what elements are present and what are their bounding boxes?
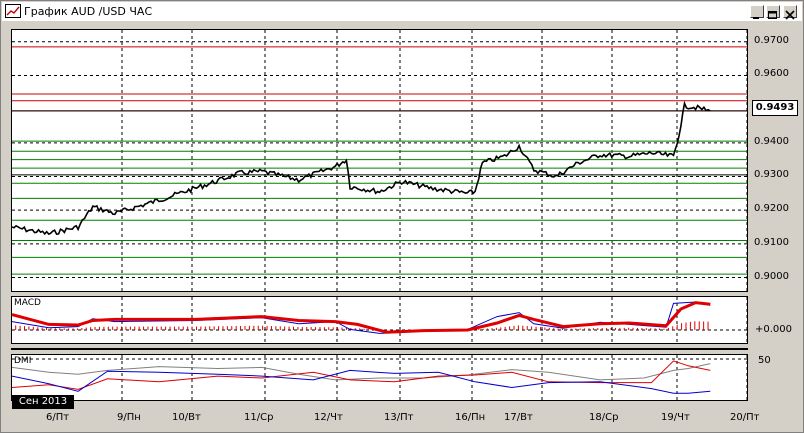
price-series — [11, 100, 711, 236]
price-chart-canvas — [11, 30, 748, 291]
time-tick-label: 11/Ср — [244, 412, 274, 423]
dmi-panel[interactable] — [11, 354, 748, 401]
macd-signal-line — [11, 301, 711, 334]
dmi-axis-label: 50 — [758, 355, 771, 366]
macd-canvas — [11, 297, 748, 343]
time-tick-label: 6/Пт — [46, 412, 70, 423]
price-tick-label: 0.9700 — [754, 34, 789, 46]
price-tick-label: 0.9100 — [754, 236, 789, 248]
price-tick-label: 0.9400 — [754, 135, 789, 147]
time-tick-label: 9/Пн — [117, 412, 141, 423]
window-title: График AUD /USD ЧАС — [24, 5, 153, 18]
dmi-plus-line — [11, 369, 711, 394]
date-badge: Сен 2013 — [12, 395, 74, 409]
current-price-label: 0.9493 — [752, 100, 798, 116]
dmi-label: DMI — [14, 356, 32, 366]
price-chart[interactable] — [11, 29, 748, 292]
maximize-icon — [768, 11, 777, 19]
time-tick-label: 12/Чт — [314, 412, 343, 423]
dmi-minus-line — [11, 360, 711, 390]
time-tick-label: 20/Пт — [730, 412, 760, 423]
adx-line — [11, 363, 711, 381]
close-button[interactable] — [783, 5, 797, 20]
price-tick-label: 0.9200 — [754, 203, 789, 215]
title-bar[interactable]: График AUD /USD ЧАС — [2, 2, 802, 21]
time-tick-label: 13/Пт — [384, 412, 414, 423]
time-tick-label: 18/Ср — [589, 412, 619, 423]
maximize-button[interactable] — [766, 5, 780, 19]
panel-separator — [11, 348, 748, 350]
dmi-canvas — [11, 355, 748, 400]
price-tick-label: 0.9300 — [754, 169, 789, 181]
macd-label: MACD — [14, 298, 41, 308]
time-tick-label: 16/Пн — [455, 412, 486, 423]
minimize-button[interactable] — [750, 5, 764, 19]
time-tick-label: 10/Вт — [172, 412, 201, 423]
close-icon — [785, 10, 795, 20]
price-tick-label: 0.9600 — [754, 68, 789, 80]
chart-app-icon — [5, 4, 21, 18]
price-tick-label: 0.9000 — [754, 270, 789, 282]
time-tick-label: 19/Чт — [661, 412, 690, 423]
macd-axis-label: +0.000 — [755, 324, 793, 335]
time-tick-label: 17/Вт — [504, 412, 533, 423]
macd-panel[interactable] — [11, 296, 748, 344]
minimize-icon — [753, 17, 759, 19]
